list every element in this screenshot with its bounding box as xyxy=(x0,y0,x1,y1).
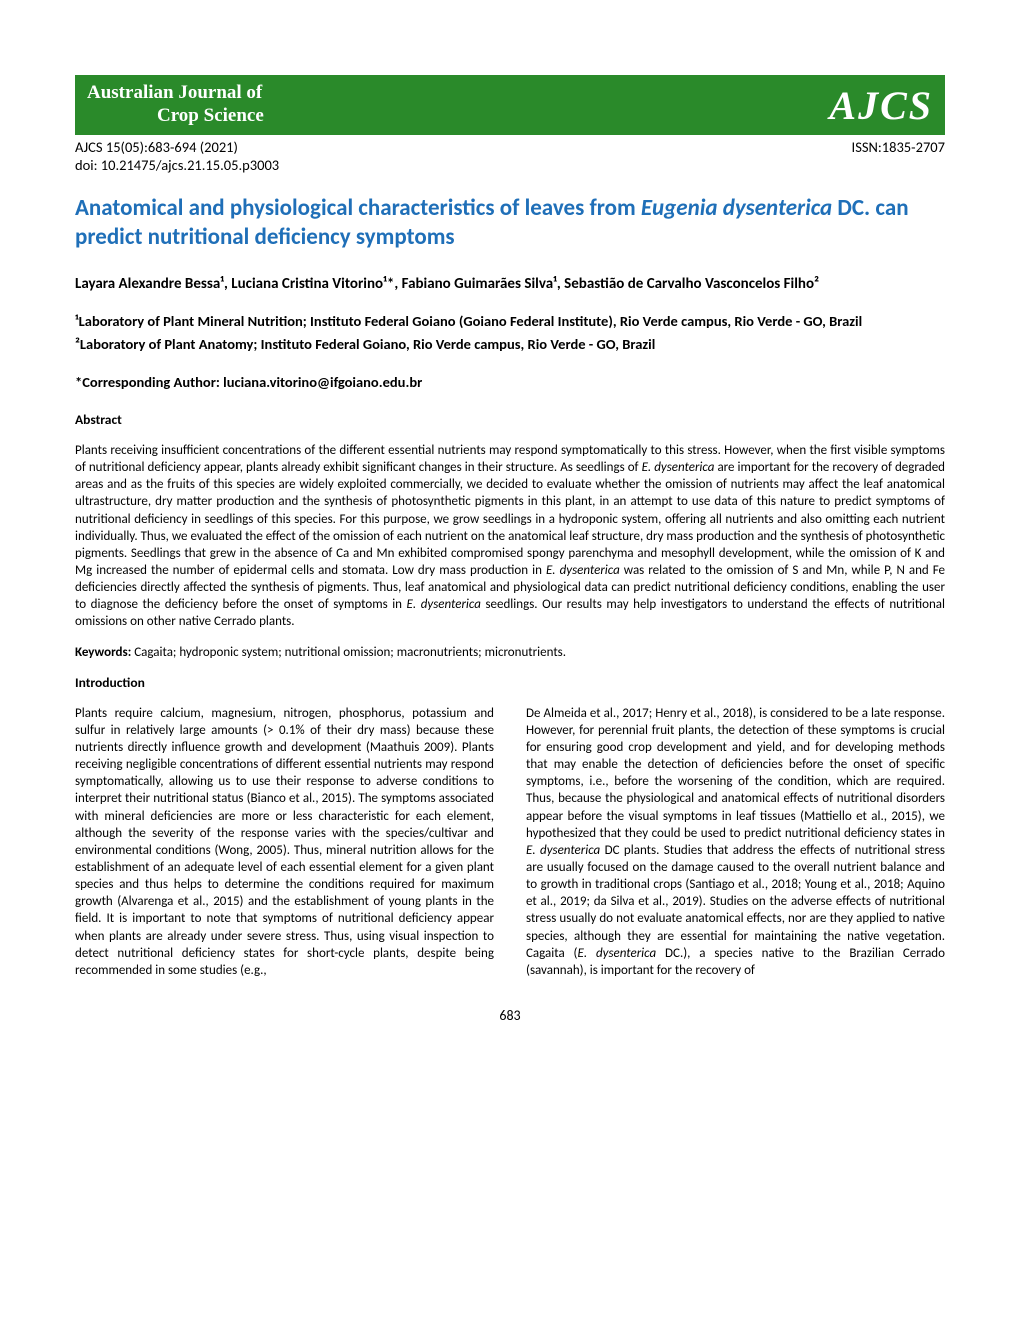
abstract-body: Plants receiving insufficient concentrat… xyxy=(75,442,945,631)
intro-col2b: DC plants. Studies that address the effe… xyxy=(526,843,945,961)
abstract-sci1: E. dysenterica xyxy=(642,460,715,475)
authors: Layara Alexandre Bessa¹, Luciana Cristin… xyxy=(75,274,945,294)
citation: AJCS 15(05):683-694 (2021) xyxy=(75,138,238,156)
intro-sci2: E. dysenterica xyxy=(577,946,656,961)
title-part1: Anatomical and physiological characteris… xyxy=(75,194,641,222)
keywords: Keywords: Cagaita; hydroponic system; nu… xyxy=(75,645,945,660)
intro-sci1: E. dysenterica xyxy=(526,843,600,858)
title-scientific: Eugenia dysenterica xyxy=(641,194,832,222)
journal-name-line2: Crop Science xyxy=(87,105,264,128)
intro-col2: De Almeida et al., 2017; Henry et al., 2… xyxy=(526,705,945,980)
meta-row: AJCS 15(05):683-694 (2021) ISSN:1835-270… xyxy=(75,138,945,156)
journal-name: Australian Journal of Crop Science xyxy=(87,82,264,128)
page: Australian Journal of Crop Science AJCS … xyxy=(0,0,1020,1064)
journal-banner: Australian Journal of Crop Science AJCS xyxy=(75,75,945,135)
keywords-label: Keywords: xyxy=(75,645,131,660)
abstract-sci2: E. dysenterica xyxy=(546,563,620,578)
intro-col2a: De Almeida et al., 2017; Henry et al., 2… xyxy=(526,706,945,841)
journal-name-line1: Australian Journal of xyxy=(87,82,264,105)
affiliation-2: ²Laboratory of Plant Anatomy; Instituto … xyxy=(75,335,945,355)
affiliation-1: ¹Laboratory of Plant Mineral Nutrition; … xyxy=(75,312,945,332)
article-title: Anatomical and physiological characteris… xyxy=(75,194,945,252)
abstract-sci3: E. dysenterica xyxy=(407,597,481,612)
intro-col1: Plants require calcium, magnesium, nitro… xyxy=(75,705,494,980)
doi: doi: 10.21475/ajcs.21.15.05.p3003 xyxy=(75,156,945,174)
page-number: 683 xyxy=(75,1007,945,1024)
keywords-text: Cagaita; hydroponic system; nutritional … xyxy=(131,645,566,660)
abstract-heading: Abstract xyxy=(75,411,945,428)
introduction-heading: Introduction xyxy=(75,674,945,691)
abstract-p1b: are important for the recovery of degrad… xyxy=(75,460,945,578)
journal-logo: AJCS xyxy=(829,82,933,129)
corresponding-author: *Corresponding Author: luciana.vitorino@… xyxy=(75,373,945,391)
issn: ISSN:1835-2707 xyxy=(852,138,945,156)
intro-columns: Plants require calcium, magnesium, nitro… xyxy=(75,705,945,980)
